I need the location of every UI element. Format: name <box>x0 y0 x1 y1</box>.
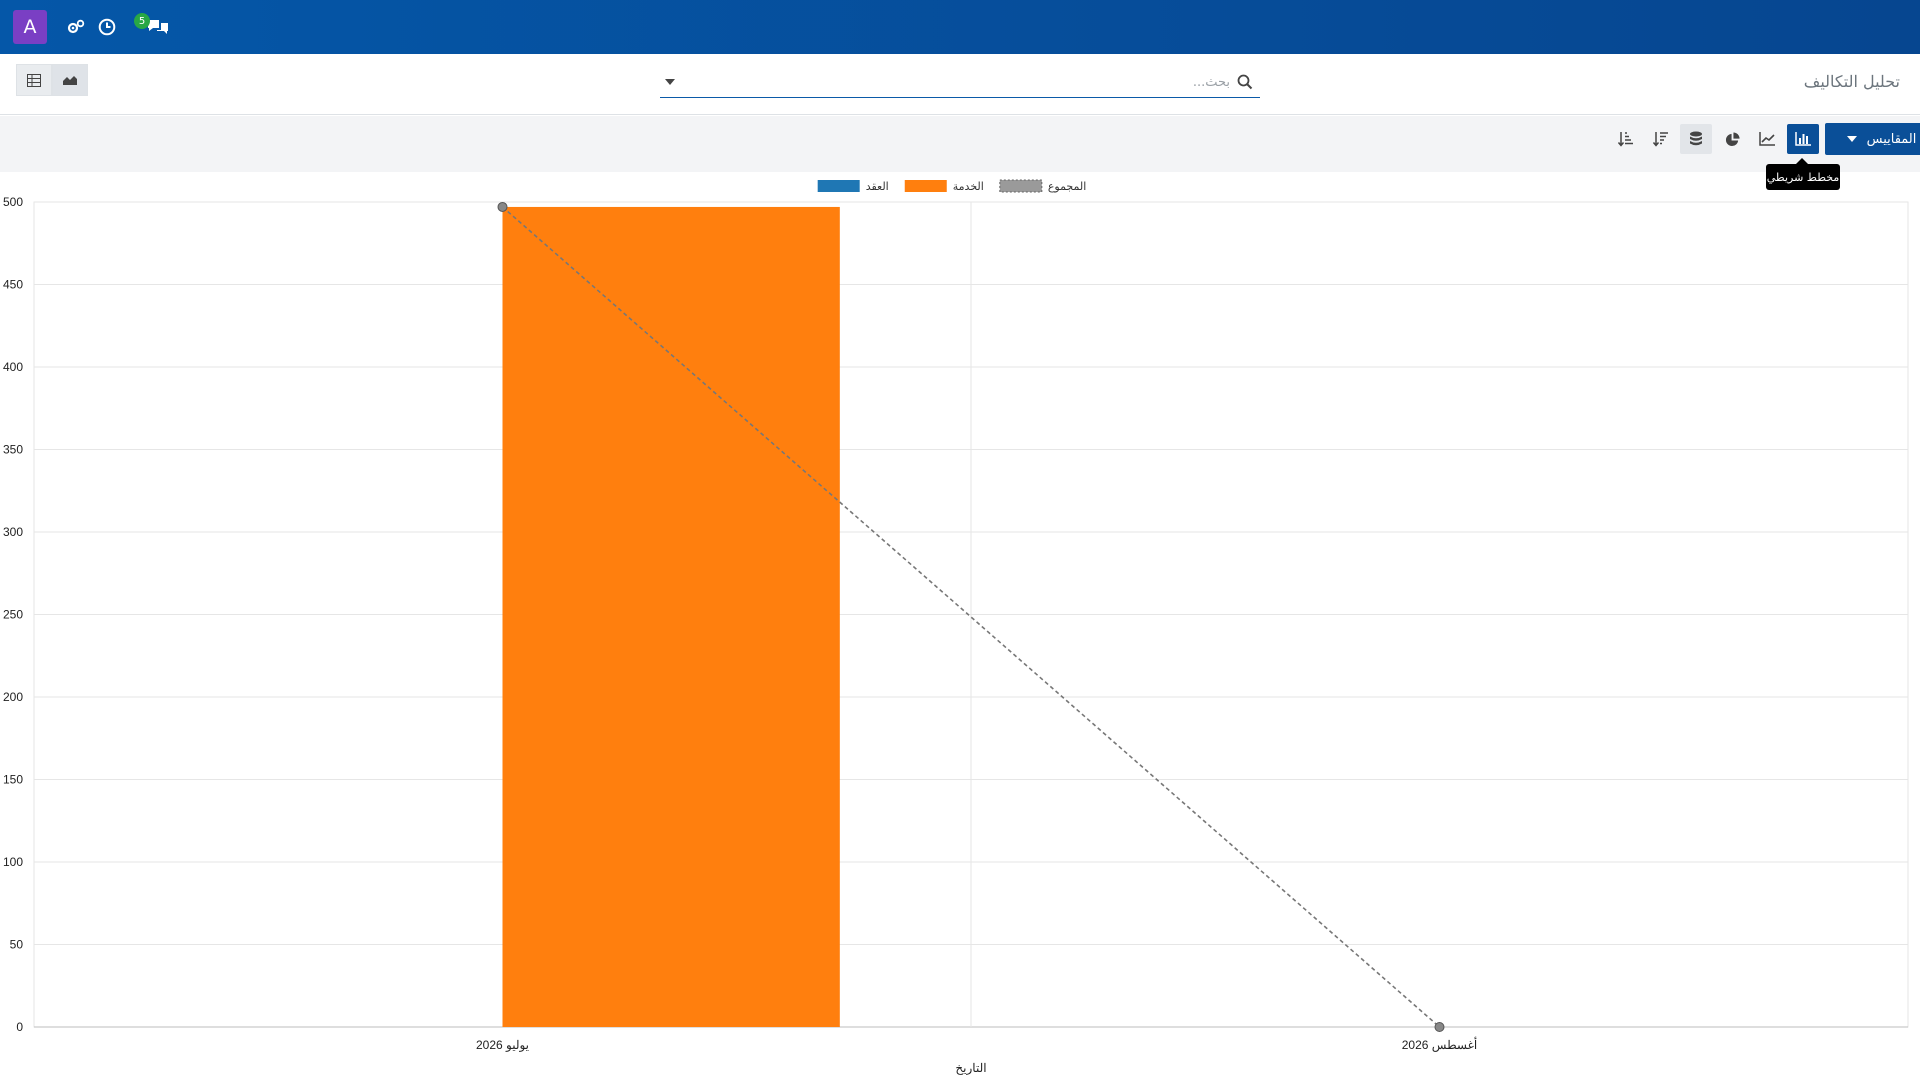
line-chart-icon <box>1759 132 1775 146</box>
legend-swatch <box>904 180 947 192</box>
messages-count-badge: 5 <box>134 13 150 29</box>
bar-الخدمة[interactable] <box>502 206 840 1027</box>
sort-ascending-icon <box>1618 132 1633 147</box>
bar-chart-icon <box>1795 132 1811 146</box>
line-المجموع <box>501 206 1441 1028</box>
caret-down-icon <box>665 79 675 85</box>
bar-series <box>502 206 840 1027</box>
y-tick-label: 0 <box>16 1020 23 1034</box>
bar-chart-button[interactable] <box>1787 124 1819 154</box>
search-input[interactable] <box>684 70 1230 94</box>
total-line-series <box>497 201 1445 1032</box>
measures-label: المقاييس <box>1866 131 1917 147</box>
line-point[interactable] <box>497 201 508 212</box>
messages-icon[interactable] <box>144 15 172 39</box>
y-tick-label: 100 <box>3 855 23 869</box>
legend-label: المجموع <box>1048 180 1086 193</box>
x-tick-label: أغسطس 2026 <box>1402 1037 1478 1052</box>
stacked-button[interactable] <box>1680 124 1712 154</box>
sort-descending-button[interactable] <box>1645 124 1677 154</box>
y-tick-label: 150 <box>3 773 23 787</box>
bar-chart-tooltip: مخطط شريطي <box>1766 158 1840 190</box>
pie-chart-button[interactable] <box>1716 124 1748 154</box>
graph-view-button[interactable] <box>52 64 88 96</box>
chart-legend: العقد الخدمة المجموع <box>817 179 1086 193</box>
y-axis-ticks: 0 50 100 150 200 250 300 350 400 450 500 <box>3 195 23 1034</box>
y-tick-label: 350 <box>3 443 23 457</box>
search-options-toggle[interactable] <box>660 72 680 92</box>
line-chart-button[interactable] <box>1751 124 1783 154</box>
user-avatar[interactable]: A <box>13 10 47 44</box>
top-navbar: A 5 <box>0 0 1920 54</box>
sort-descending-icon <box>1653 132 1668 147</box>
control-panel: تحليل التكاليف <box>0 54 1920 115</box>
legend-label: العقد <box>866 180 889 193</box>
y-tick-label: 300 <box>3 525 23 539</box>
database-icon <box>1690 131 1702 146</box>
measures-dropdown-button[interactable]: المقاييس <box>1825 123 1920 155</box>
x-tick-label: يوليو 2026 <box>476 1038 529 1052</box>
y-tick-label: 50 <box>10 938 24 952</box>
y-tick-label: 450 <box>3 278 23 292</box>
line-point[interactable] <box>1434 1022 1445 1032</box>
caret-down-icon <box>1846 136 1857 142</box>
activity-clock-icon[interactable] <box>95 15 119 39</box>
pie-chart-icon <box>1725 131 1740 146</box>
area-chart-icon <box>63 76 77 85</box>
legend-swatch <box>999 179 1043 193</box>
x-axis-ticks: يوليو 2026 أغسطس 2026 <box>476 1037 1477 1052</box>
view-switcher <box>16 64 88 96</box>
search-bar <box>660 66 1260 98</box>
y-tick-label: 500 <box>3 195 23 209</box>
search-icon <box>1237 74 1253 90</box>
graph-chart: 0 50 100 150 200 250 300 350 400 450 500 يوليو 202… <box>3 179 1909 1075</box>
y-tick-label: 200 <box>3 690 23 704</box>
settings-icon[interactable] <box>64 15 88 39</box>
legend-swatch <box>817 180 860 192</box>
x-axis-label: التاريخ <box>955 1061 986 1075</box>
graph-toolbar: المقاييس <box>0 116 1920 172</box>
chart-grid <box>33 201 1909 1028</box>
y-tick-label: 400 <box>3 360 23 374</box>
legend-label: الخدمة <box>953 180 984 193</box>
sort-ascending-button[interactable] <box>1610 124 1642 154</box>
page-title: تحليل التكاليف <box>1803 72 1900 91</box>
y-tick-label: 250 <box>3 608 23 622</box>
pivot-view-button[interactable] <box>16 64 52 96</box>
table-icon <box>27 73 41 87</box>
